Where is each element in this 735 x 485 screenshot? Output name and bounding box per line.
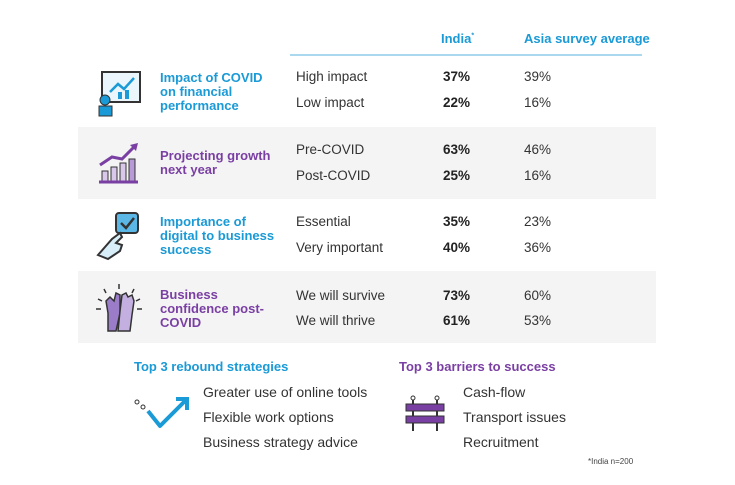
row-title: Impact of COVID on financial performance [160, 70, 263, 113]
footnote: *India n=200 [588, 457, 634, 466]
presentation-chart-icon [98, 71, 141, 117]
asia-value: 39% [524, 69, 552, 84]
barrier-item: Cash-flow [463, 384, 526, 400]
row-title: Projecting growth next year [160, 148, 271, 177]
item-label: Essential [296, 214, 351, 229]
row-growth: Projecting growth next year Pre-COVID 63… [78, 127, 656, 199]
rebound-arrow-icon [134, 397, 189, 428]
footnote-mark: * [471, 32, 475, 40]
india-value: 22% [443, 95, 471, 110]
item-label: Pre-COVID [296, 142, 365, 157]
asia-value: 23% [524, 214, 552, 229]
barrier-icon [405, 395, 445, 431]
rebound-item: Business strategy advice [203, 434, 358, 450]
india-label: India [441, 31, 472, 46]
india-value: 37% [443, 69, 471, 84]
barrier-item: Transport issues [463, 409, 566, 425]
rebound-title: Top 3 rebound strategies [134, 359, 289, 374]
asia-column-header: Asia survey average [524, 31, 650, 46]
row-title: Importance of digital to business succes… [160, 214, 275, 257]
header-divider [290, 54, 642, 56]
item-label: Low impact [296, 95, 365, 110]
asia-value: 53% [524, 313, 552, 328]
india-column-header: India* [441, 31, 474, 46]
raised-hands-icon [96, 284, 142, 332]
india-value: 40% [443, 240, 471, 255]
row-financial-impact: Impact of COVID on financial performance… [78, 56, 656, 128]
rebound-item: Greater use of online tools [203, 384, 368, 400]
item-label: We will survive [296, 288, 386, 303]
item-label: Post-COVID [296, 168, 371, 183]
row-title: Business confidence post-COVID [160, 287, 265, 330]
india-value: 63% [443, 142, 471, 157]
india-value: 35% [443, 214, 471, 229]
india-value: 25% [443, 168, 471, 183]
barriers-title: Top 3 barriers to success [399, 359, 556, 374]
barrier-item: Recruitment [463, 434, 539, 450]
india-value: 73% [443, 288, 471, 303]
asia-value: 16% [524, 95, 552, 110]
item-label: Very important [296, 240, 384, 255]
row-confidence: Business confidence post-COVID We will s… [78, 271, 656, 343]
touch-checkbox-icon [96, 212, 139, 261]
asia-value: 16% [524, 168, 552, 183]
growth-chart-icon [99, 143, 138, 184]
item-label: We will thrive [296, 313, 376, 328]
asia-value: 46% [524, 142, 552, 157]
india-value: 61% [443, 313, 471, 328]
asia-value: 60% [524, 288, 552, 303]
item-label: High impact [296, 69, 368, 84]
rebound-item: Flexible work options [203, 409, 334, 425]
asia-value: 36% [524, 240, 552, 255]
row-digital: Importance of digital to business succes… [78, 199, 656, 271]
